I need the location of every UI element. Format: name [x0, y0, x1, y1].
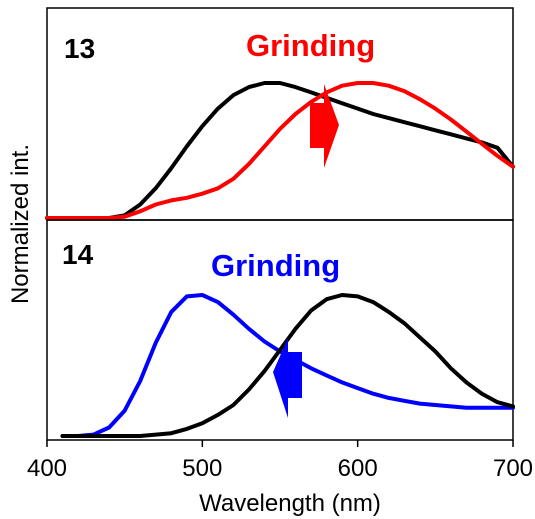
x-tick-label: 600	[338, 455, 378, 482]
panel-13-grinding-annotation: Grinding	[246, 28, 375, 63]
x-tick-label: 500	[182, 455, 222, 482]
panel-13-series-1-line	[45, 81, 515, 220]
panel-13-series	[45, 81, 515, 220]
panel-14-series-1-line	[60, 293, 515, 438]
panel-13-redshift-arrow	[310, 84, 339, 168]
x-axis-label: Wavelength (nm)	[199, 490, 381, 517]
panel-13-label: 13	[64, 33, 95, 64]
panel-14-frame	[46, 219, 514, 441]
y-axis-label: Normalized int.	[7, 144, 34, 304]
panel-13: 13 Grinding	[45, 7, 515, 221]
panel-14-grinding-annotation: Grinding	[211, 248, 340, 283]
x-tick-label: 400	[27, 455, 67, 482]
panel-13-series-0-line	[45, 81, 515, 220]
panel-14-blueshift-arrow	[273, 338, 302, 418]
panel-14: 14 Grinding	[46, 219, 515, 441]
x-axis: 400 500 600 700	[27, 440, 533, 482]
x-tick-label: 700	[493, 455, 533, 482]
panel-14-label: 14	[62, 239, 94, 270]
